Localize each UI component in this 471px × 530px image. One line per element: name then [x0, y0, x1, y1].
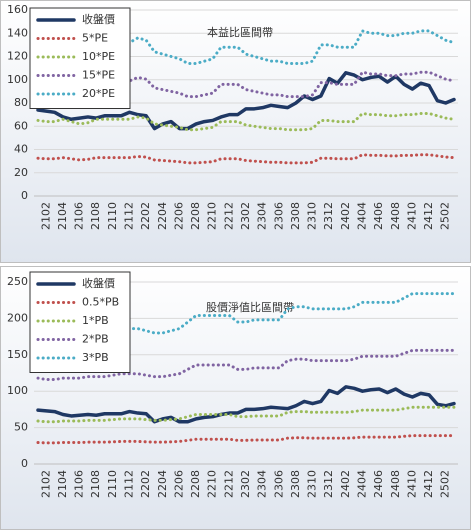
legend-label: 15*PE — [82, 69, 115, 82]
x-tick-label: 2312 — [322, 202, 335, 230]
y-tick-label: 40 — [14, 143, 28, 156]
price-line — [36, 385, 456, 424]
x-tick-label: 2206 — [172, 202, 185, 230]
x-tick-label: 2406 — [372, 470, 385, 498]
y-tick-label: 150 — [7, 348, 28, 361]
x-tick-label: 2404 — [355, 470, 368, 498]
y-tick-label: 250 — [7, 275, 28, 288]
x-tick-label: 2106 — [73, 202, 86, 230]
band-line — [36, 153, 456, 165]
legend-label: 20*PE — [82, 87, 115, 100]
x-tick-label: 2208 — [189, 470, 202, 498]
y-tick-label: 140 — [7, 26, 28, 39]
legend-label: 2*PB — [82, 333, 109, 346]
x-tick-label: 2104 — [56, 202, 69, 230]
y-tick-label: 80 — [14, 96, 28, 109]
band-line — [36, 434, 456, 445]
x-tick-label: 2412 — [422, 202, 435, 230]
legend-label: 1*PB — [82, 314, 109, 327]
legend-label: 0.5*PB — [82, 296, 119, 309]
x-tick-label: 2210 — [206, 470, 219, 498]
x-tick-label: 2108 — [89, 470, 102, 498]
x-tick-label: 2204 — [156, 470, 169, 498]
x-tick-label: 2106 — [73, 470, 86, 498]
x-tick-label: 2204 — [156, 202, 169, 230]
x-tick-label: 2304 — [256, 202, 269, 230]
legend-label: 5*PE — [82, 32, 108, 45]
band-line — [36, 405, 456, 424]
legend-label: 3*PB — [82, 351, 109, 364]
x-tick-label: 2104 — [56, 470, 69, 498]
x-tick-label: 2402 — [339, 202, 352, 230]
x-tick-label: 2212 — [222, 202, 235, 230]
x-tick-label: 2410 — [405, 202, 418, 230]
x-tick-label: 2502 — [439, 470, 452, 498]
x-tick-label: 2302 — [239, 470, 252, 498]
x-tick-label: 2308 — [289, 470, 302, 498]
x-tick-label: 2306 — [272, 470, 285, 498]
x-tick-label: 2202 — [139, 202, 152, 230]
x-tick-label: 2312 — [322, 470, 335, 498]
x-tick-label: 2406 — [372, 202, 385, 230]
y-tick-label: 20 — [14, 166, 28, 179]
x-tick-label: 2210 — [206, 202, 219, 230]
x-tick-label: 2402 — [339, 470, 352, 498]
x-tick-label: 2112 — [123, 470, 136, 498]
y-tick-label: 200 — [7, 311, 28, 324]
x-tick-label: 2110 — [106, 202, 119, 230]
chart-title: 股價淨值比區間帶 — [206, 300, 294, 314]
y-tick-label: 160 — [7, 3, 28, 16]
y-tick-label: 100 — [7, 384, 28, 397]
x-tick-label: 2208 — [189, 202, 202, 230]
y-tick-label: 50 — [14, 421, 28, 434]
x-tick-label: 2408 — [389, 202, 402, 230]
x-tick-label: 2302 — [239, 202, 252, 230]
x-tick-label: 2404 — [355, 202, 368, 230]
legend-box — [29, 271, 131, 373]
x-tick-label: 2110 — [106, 470, 119, 498]
x-tick-label: 2310 — [306, 202, 319, 230]
band-line — [36, 70, 456, 99]
x-tick-label: 2306 — [272, 202, 285, 230]
x-tick-label: 2112 — [123, 202, 136, 230]
y-tick-label: 100 — [7, 73, 28, 86]
x-tick-label: 2308 — [289, 202, 302, 230]
x-tick-label: 2502 — [439, 202, 452, 230]
x-tick-label: 2410 — [405, 470, 418, 498]
legend-label: 10*PE — [82, 50, 115, 63]
x-tick-label: 2310 — [306, 470, 319, 498]
y-tick-label: 60 — [14, 119, 28, 132]
x-tick-label: 2108 — [89, 202, 102, 230]
x-tick-label: 2412 — [422, 470, 435, 498]
x-tick-label: 2102 — [39, 470, 52, 498]
price-line — [36, 71, 456, 131]
x-tick-label: 2408 — [389, 470, 402, 498]
legend-label: 收盤價 — [82, 12, 115, 26]
x-tick-label: 2102 — [39, 202, 52, 230]
y-tick-label: 0 — [21, 457, 28, 470]
x-tick-label: 2202 — [139, 470, 152, 498]
x-tick-label: 2212 — [222, 470, 235, 498]
band-line — [36, 111, 456, 132]
x-tick-label: 2206 — [172, 470, 185, 498]
legend-label: 收盤價 — [82, 276, 115, 290]
y-tick-label: 0 — [21, 189, 28, 202]
legend-box — [29, 7, 131, 109]
y-tick-label: 120 — [7, 50, 28, 63]
x-tick-label: 2304 — [256, 470, 269, 498]
chart-title: 本益比區間帶 — [207, 25, 273, 39]
